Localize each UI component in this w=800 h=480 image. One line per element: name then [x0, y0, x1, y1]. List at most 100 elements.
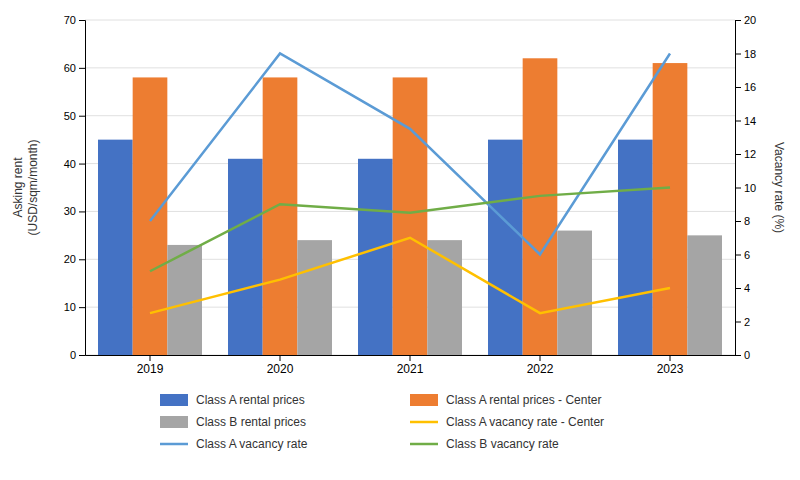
- y2-tick: 12: [735, 148, 756, 160]
- y-axis: 0 10 20 30 40 50 60 70: [64, 14, 86, 361]
- y2-tick-mark: [735, 54, 741, 55]
- legend-label: Class A rental prices: [196, 393, 305, 407]
- bar: [358, 159, 393, 355]
- x-tick-mark: [150, 355, 151, 361]
- y-tick-label: 50: [64, 110, 76, 122]
- y2-tick-label: 16: [744, 81, 756, 93]
- y2-tick-mark: [735, 154, 741, 155]
- y2-tick-label: 6: [744, 249, 750, 261]
- line: [150, 238, 670, 313]
- y-tick-label: 70: [64, 14, 76, 26]
- line: [150, 188, 670, 272]
- y-tick-mark: [79, 20, 85, 21]
- y-tick-label: 20: [64, 253, 76, 265]
- y2-tick: 2: [735, 316, 750, 328]
- x-tick-label: 2023: [657, 362, 684, 376]
- y2-tick-mark: [735, 221, 741, 222]
- y-tick-label: 0: [70, 349, 76, 361]
- legend-item: Class B vacancy rate: [410, 437, 559, 451]
- y2-tick-label: 8: [744, 215, 750, 227]
- x-tick: 2019: [137, 355, 164, 376]
- y-tick-label: 30: [64, 205, 76, 217]
- y-axis-title: Asking rent(USD/sqm/month): [11, 139, 40, 235]
- chart-svg: 2019 2020 2021 2022 2023 0 10 20 30 40 50 60 70 0 2 4 6 8…: [0, 0, 800, 480]
- x-tick: 2022: [527, 355, 554, 376]
- bar-series: [98, 140, 653, 355]
- x-tick-label: 2022: [527, 362, 554, 376]
- bar-series: [133, 58, 688, 355]
- y2-tick-mark: [735, 255, 741, 256]
- line: [150, 54, 670, 255]
- y-tick: 30: [64, 205, 85, 217]
- y-tick-label: 60: [64, 62, 76, 74]
- y2-tick-label: 2: [744, 316, 750, 328]
- chart-container: 2019 2020 2021 2022 2023 0 10 20 30 40 50 60 70 0 2 4 6 8…: [0, 0, 800, 480]
- y2-tick: 20: [735, 14, 756, 26]
- legend-line: [410, 443, 438, 446]
- y-tick-mark: [79, 355, 85, 356]
- bar: [297, 240, 332, 355]
- y-tick-mark: [79, 116, 85, 117]
- legend-label: Class A vacancy rate: [196, 437, 308, 451]
- y2-tick-mark: [735, 121, 741, 122]
- x-axis: 2019 2020 2021 2022 2023: [86, 355, 736, 376]
- x-tick-mark: [280, 355, 281, 361]
- y2-tick-label: 20: [744, 14, 756, 26]
- y-tick-label: 40: [64, 158, 76, 170]
- y-axis-title-line: Asking rent: [11, 157, 25, 218]
- y-tick-mark: [79, 211, 85, 212]
- legend-swatch: [160, 394, 188, 406]
- bar: [687, 235, 722, 355]
- y2-tick-label: 4: [744, 282, 750, 294]
- y2-tick: 4: [735, 282, 750, 294]
- x-tick-label: 2021: [397, 362, 424, 376]
- y-axis-title-line: (USD/sqm/month): [26, 139, 40, 235]
- bar: [393, 77, 428, 355]
- y-tick: 10: [64, 301, 85, 313]
- y2-tick-label: 0: [744, 349, 750, 361]
- y2-tick-mark: [735, 188, 741, 189]
- axis-line: [736, 21, 742, 356]
- y-tick-mark: [79, 68, 85, 69]
- y2-tick: 16: [735, 81, 756, 93]
- axis-line: [79, 21, 86, 356]
- bar: [228, 159, 263, 355]
- bar: [98, 140, 133, 355]
- legend-swatch: [160, 416, 188, 428]
- y2-tick: 10: [735, 182, 756, 194]
- y2-tick-label: 18: [744, 48, 756, 60]
- x-tick: 2020: [267, 355, 294, 376]
- y2-tick: 0: [735, 349, 750, 361]
- y2-tick: 8: [735, 215, 750, 227]
- legend-item: Class A rental prices - Center: [410, 393, 601, 407]
- legend-swatch: [410, 394, 438, 406]
- y-tick: 20: [64, 253, 85, 265]
- y-tick: 40: [64, 158, 85, 170]
- y2-axis: 0 2 4 6 8 10 12 14 16 18 20: [735, 14, 756, 361]
- legend-item: Class A vacancy rate: [160, 437, 308, 451]
- y2-tick-label: 10: [744, 182, 756, 194]
- y2-tick: 18: [735, 48, 756, 60]
- x-tick-label: 2019: [137, 362, 164, 376]
- y-tick-mark: [79, 164, 85, 165]
- bar: [263, 77, 298, 355]
- y2-tick: 14: [735, 115, 756, 127]
- legend-label: Class A vacancy rate - Center: [446, 415, 604, 429]
- y-tick: 70: [64, 14, 85, 26]
- legend-item: Class A vacancy rate - Center: [410, 415, 604, 429]
- legend-label: Class A rental prices - Center: [446, 393, 601, 407]
- y-tick: 60: [64, 62, 85, 74]
- bar: [653, 63, 688, 355]
- x-tick-mark: [670, 355, 671, 361]
- bar: [618, 140, 653, 355]
- x-tick: 2021: [397, 355, 424, 376]
- y2-tick-mark: [735, 322, 741, 323]
- x-tick-mark: [410, 355, 411, 361]
- legend: Class A rental prices Class A rental pric…: [160, 393, 604, 451]
- plot-area: 2019 2020 2021 2022 2023 0 10 20 30 40 50 60 70 0 2 4 6 8…: [11, 14, 786, 376]
- grid-line: [85, 20, 735, 21]
- y2-tick: 6: [735, 249, 750, 261]
- y2-axis-title: Vacancy rate (%): [772, 142, 786, 233]
- bar: [557, 231, 592, 355]
- y-tick-label: 10: [64, 301, 76, 313]
